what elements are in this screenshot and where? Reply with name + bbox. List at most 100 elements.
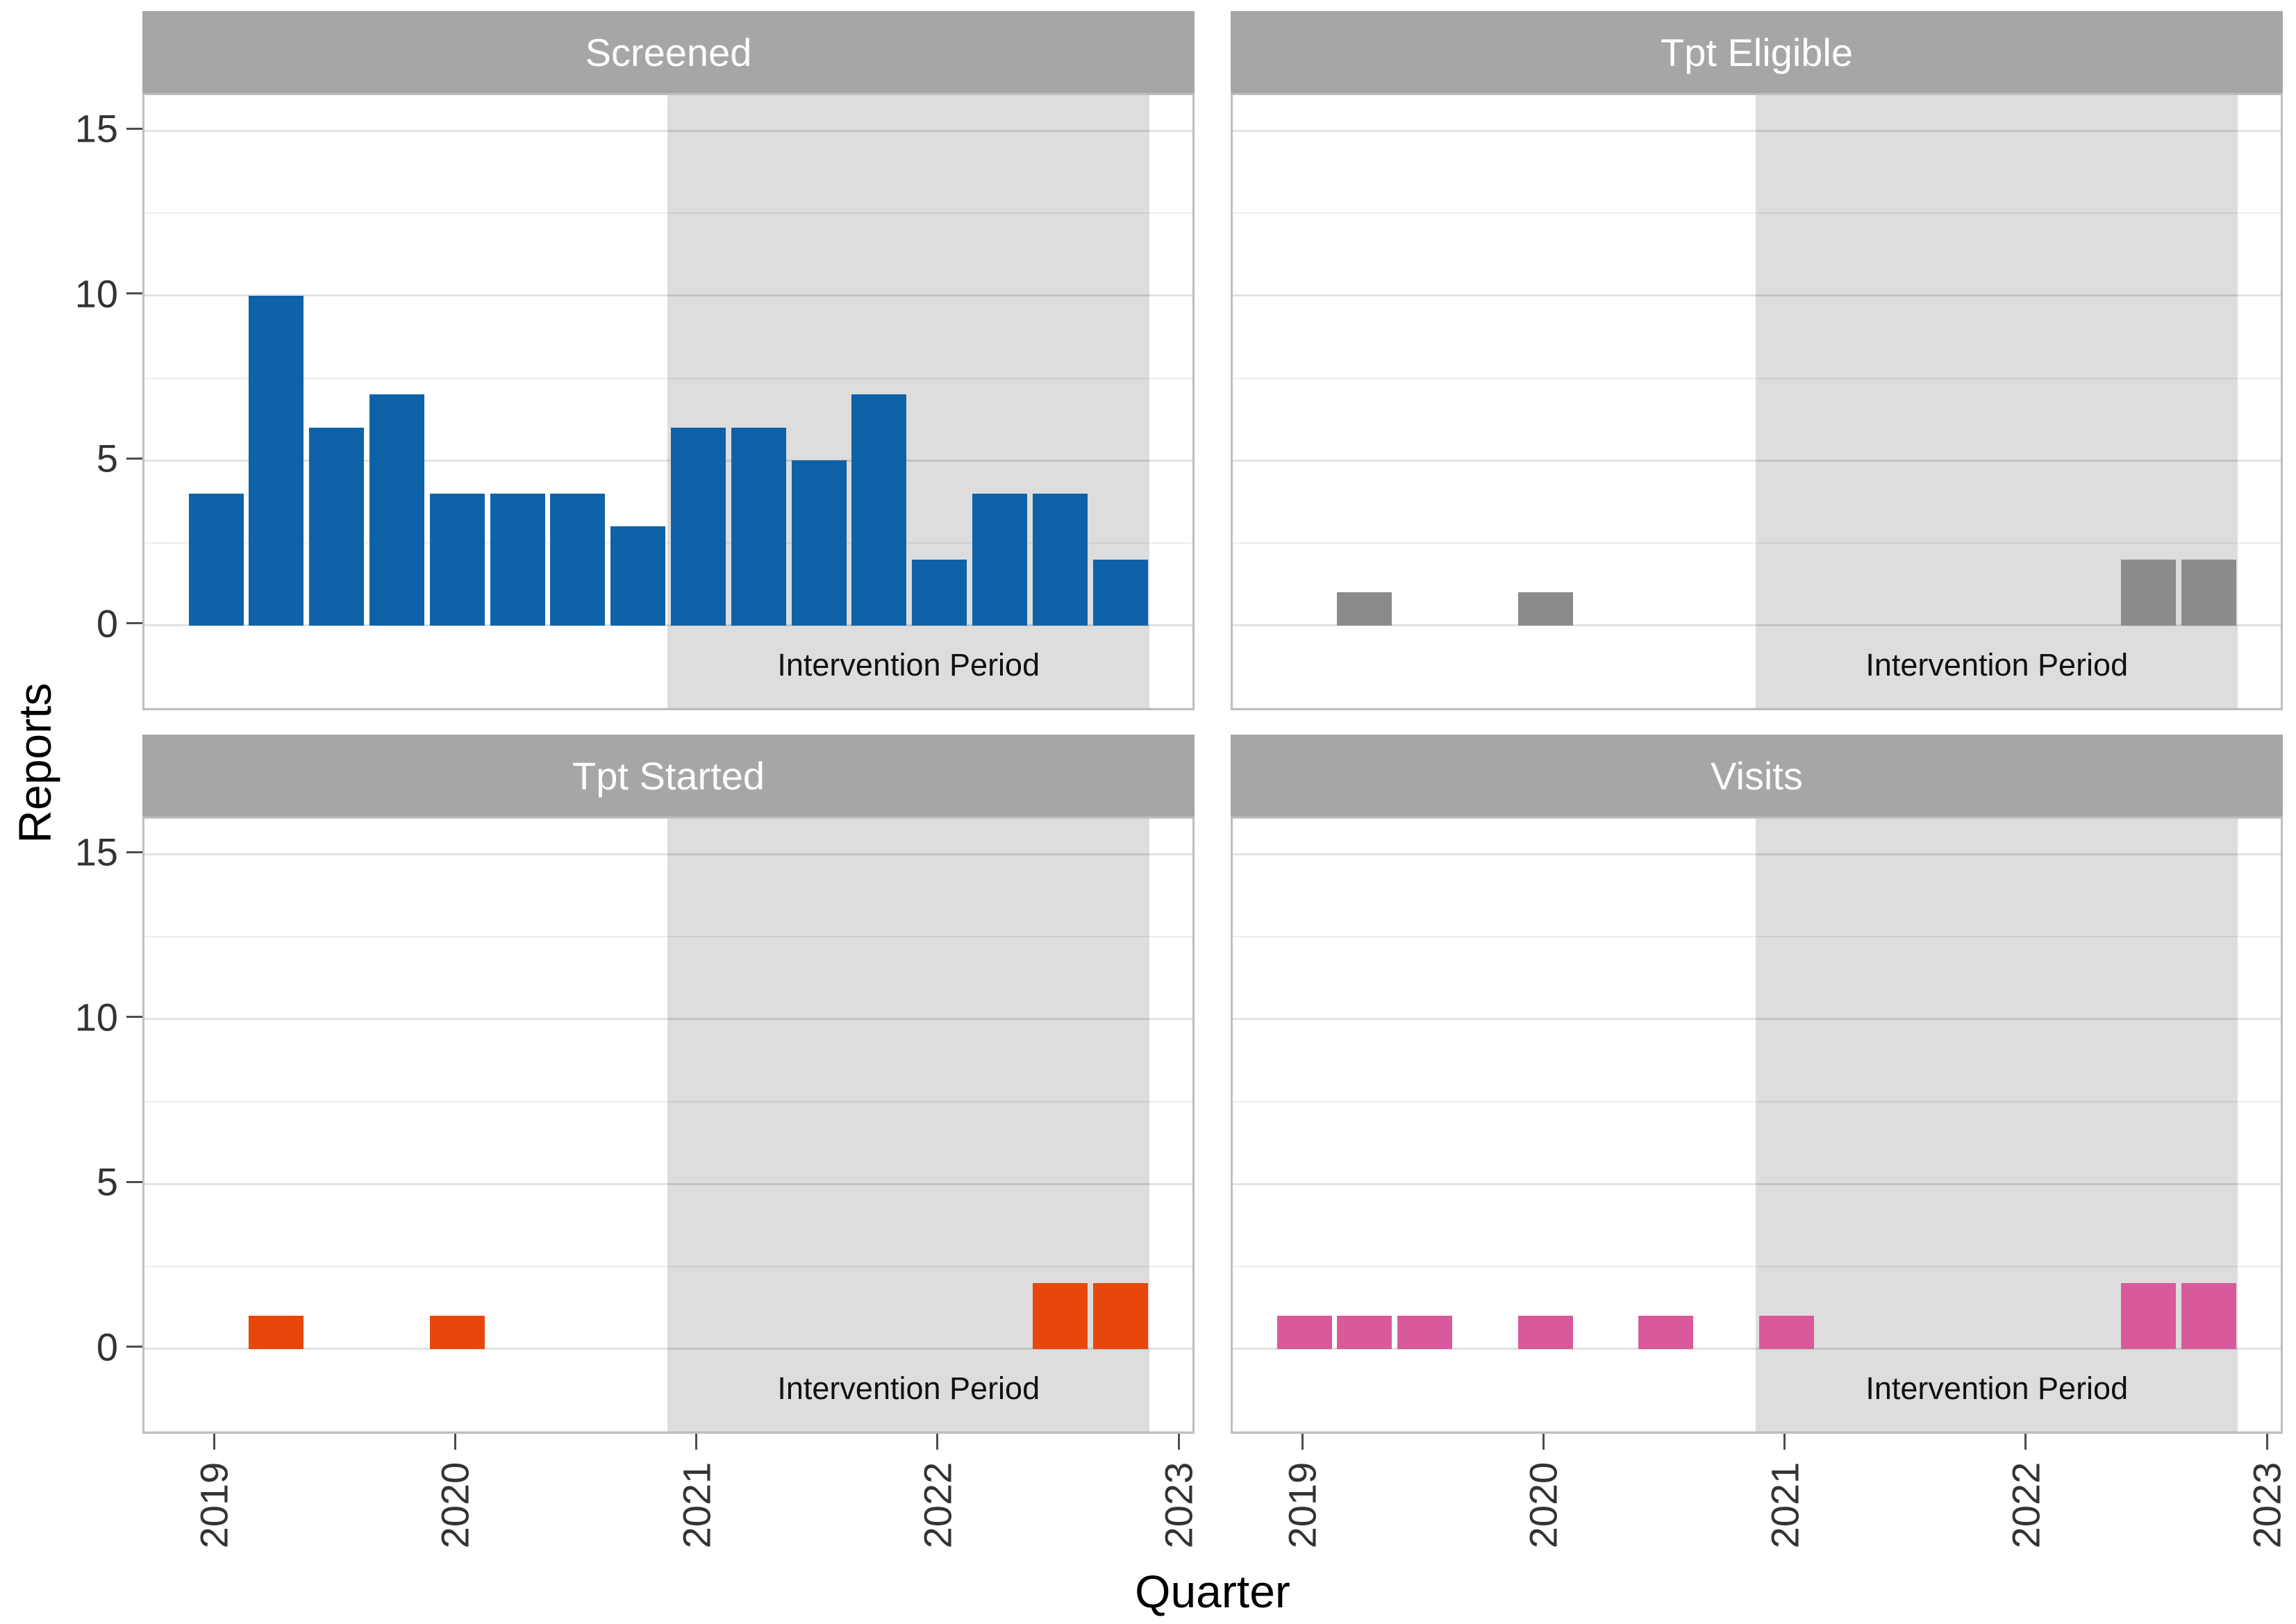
bar: [369, 394, 424, 626]
facet-plot: Intervention Period: [142, 93, 1195, 710]
major-gridline: [144, 459, 1192, 462]
minor-gridline: [144, 1266, 1192, 1268]
y-tick-label: 0: [96, 1325, 118, 1369]
x-tick-mark: [936, 1434, 939, 1450]
x-axis-title: Quarter: [1135, 1566, 1290, 1617]
bar: [1638, 1316, 1694, 1349]
bar: [2181, 559, 2236, 626]
minor-gridline: [144, 1430, 1192, 1432]
intervention-period-label: Intervention Period: [1865, 1370, 2129, 1406]
bar: [1517, 592, 1573, 626]
x-tick-mark: [1542, 1434, 1545, 1450]
y-tick-mark: [126, 622, 142, 625]
facet-plot: Intervention Period: [1231, 93, 2283, 710]
bar: [429, 1316, 485, 1349]
x-tick-mark: [2265, 1434, 2268, 1450]
y-tick-label: 5: [96, 436, 118, 480]
bar: [851, 394, 907, 626]
bar: [1337, 1316, 1392, 1349]
intervention-period-label: Intervention Period: [777, 646, 1040, 683]
bar: [429, 493, 485, 626]
x-tick-mark: [454, 1434, 456, 1450]
minor-gridline: [144, 936, 1192, 938]
major-gridline: [144, 624, 1192, 627]
facet-strip-label: Tpt Eligible: [1660, 30, 1854, 74]
minor-gridline: [1233, 212, 2281, 215]
y-tick-mark: [126, 1346, 142, 1348]
minor-gridline: [1233, 1100, 2281, 1103]
bar: [731, 427, 786, 626]
x-tick-mark: [695, 1434, 697, 1450]
minor-gridline: [144, 707, 1192, 708]
bar: [791, 460, 847, 626]
intervention-period-label: Intervention Period: [777, 1370, 1040, 1406]
minor-gridline: [1233, 542, 2281, 544]
bar: [2120, 559, 2176, 626]
major-gridline: [144, 1348, 1192, 1350]
bar: [249, 1316, 304, 1349]
x-tick-label: 2020: [1521, 1462, 1565, 1549]
bar: [1032, 493, 1088, 626]
bar: [2181, 1282, 2236, 1349]
minor-gridline: [144, 212, 1192, 215]
facet-strip-label: Visits: [1711, 753, 1803, 798]
x-tick-label: 2020: [433, 1462, 477, 1549]
y-tick-mark: [126, 457, 142, 460]
x-tick-mark: [213, 1434, 215, 1450]
y-tick-label: 15: [74, 106, 118, 151]
y-tick-label: 5: [96, 1160, 118, 1204]
major-gridline: [1233, 1018, 2281, 1021]
y-tick-label: 15: [74, 830, 118, 874]
facet-strip: Tpt Started: [142, 735, 1195, 817]
x-tick-label: 2022: [2004, 1462, 2048, 1549]
major-gridline: [1233, 1348, 2281, 1350]
major-gridline: [1233, 129, 2281, 132]
y-tick-mark: [126, 1180, 142, 1183]
facet-plot: Intervention Period: [142, 817, 1195, 1434]
x-tick-label: 2021: [674, 1462, 718, 1549]
minor-gridline: [144, 377, 1192, 379]
minor-gridline: [1233, 377, 2281, 379]
bar: [1758, 1316, 1814, 1349]
major-gridline: [144, 129, 1192, 132]
y-tick-label: 0: [96, 601, 118, 646]
major-gridline: [1233, 294, 2281, 297]
y-tick-label: 10: [74, 271, 118, 316]
facet-strip: Tpt Eligible: [1231, 11, 2283, 93]
y-tick-label: 10: [74, 995, 118, 1039]
x-tick-label: 2023: [2245, 1462, 2289, 1549]
major-gridline: [144, 294, 1192, 297]
bar: [1092, 1282, 1148, 1349]
minor-gridline: [1233, 1266, 2281, 1268]
major-gridline: [144, 853, 1192, 855]
minor-gridline: [1233, 707, 2281, 708]
x-tick-label: 2019: [1280, 1462, 1324, 1549]
bar: [188, 493, 244, 626]
y-tick-mark: [126, 851, 142, 853]
bar: [1397, 1316, 1453, 1349]
minor-gridline: [144, 1100, 1192, 1103]
bar: [1517, 1316, 1573, 1349]
facet-strip-label: Tpt Started: [572, 753, 765, 798]
major-gridline: [1233, 459, 2281, 462]
x-tick-label: 2021: [1763, 1462, 1806, 1549]
bar: [1276, 1316, 1332, 1349]
x-tick-mark: [1177, 1434, 1180, 1450]
intervention-period-label: Intervention Period: [1865, 646, 2129, 683]
bar: [1092, 559, 1148, 626]
major-gridline: [144, 1018, 1192, 1021]
bar: [1337, 592, 1392, 626]
x-tick-label: 2022: [915, 1462, 960, 1549]
y-tick-mark: [126, 292, 142, 295]
bar: [550, 493, 606, 626]
facet-strip: Visits: [1231, 735, 2283, 817]
x-tick-label: 2023: [1156, 1462, 1201, 1549]
minor-gridline: [1233, 936, 2281, 938]
minor-gridline: [1233, 1430, 2281, 1432]
x-tick-mark: [1301, 1434, 1304, 1450]
facet-strip-label: Screened: [585, 30, 752, 74]
bar: [2120, 1282, 2176, 1349]
major-gridline: [1233, 853, 2281, 855]
bar: [490, 493, 545, 626]
